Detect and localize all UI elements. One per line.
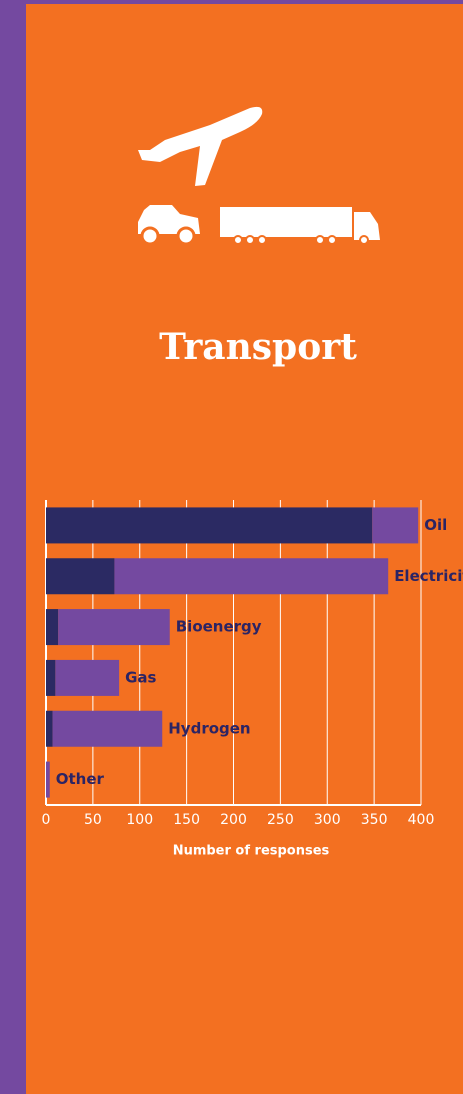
category-label: Electricity [394, 567, 463, 585]
category-label: Bioenergy [176, 618, 262, 636]
top-strip [0, 0, 463, 4]
bar-segment [46, 507, 373, 544]
bar-segment [55, 659, 120, 696]
x-tick-label: 50 [84, 812, 102, 828]
bar-segment [46, 558, 115, 595]
category-label: Other [56, 770, 105, 788]
x-tick-label: 250 [267, 812, 294, 828]
x-axis-title: Number of responses [173, 844, 330, 859]
bar-segment [372, 507, 419, 544]
side-strip [0, 0, 26, 1094]
category-label: Oil [424, 516, 447, 534]
bar-segment [58, 609, 170, 646]
truck-cab [354, 212, 380, 240]
x-tick-label: 100 [126, 812, 153, 828]
x-tick-label: 350 [361, 812, 388, 828]
bar-segment [46, 710, 53, 747]
plane-icon [138, 106, 263, 186]
x-tick-label: 400 [408, 812, 435, 828]
truck-trailer [220, 207, 352, 237]
x-tick-label: 200 [220, 812, 247, 828]
x-tick-label: 0 [42, 812, 51, 828]
category-label: Hydrogen [168, 719, 250, 737]
x-tick-label: 150 [173, 812, 200, 828]
bar-segment [46, 609, 59, 646]
category-label: Gas [125, 668, 156, 686]
x-tick-label: 300 [314, 812, 341, 828]
bar-segment [114, 558, 389, 595]
title: Transport [159, 326, 357, 368]
bar-segment [52, 710, 163, 747]
bar-segment [46, 659, 56, 696]
transport-icons [138, 106, 380, 246]
bar-segment [46, 761, 50, 798]
